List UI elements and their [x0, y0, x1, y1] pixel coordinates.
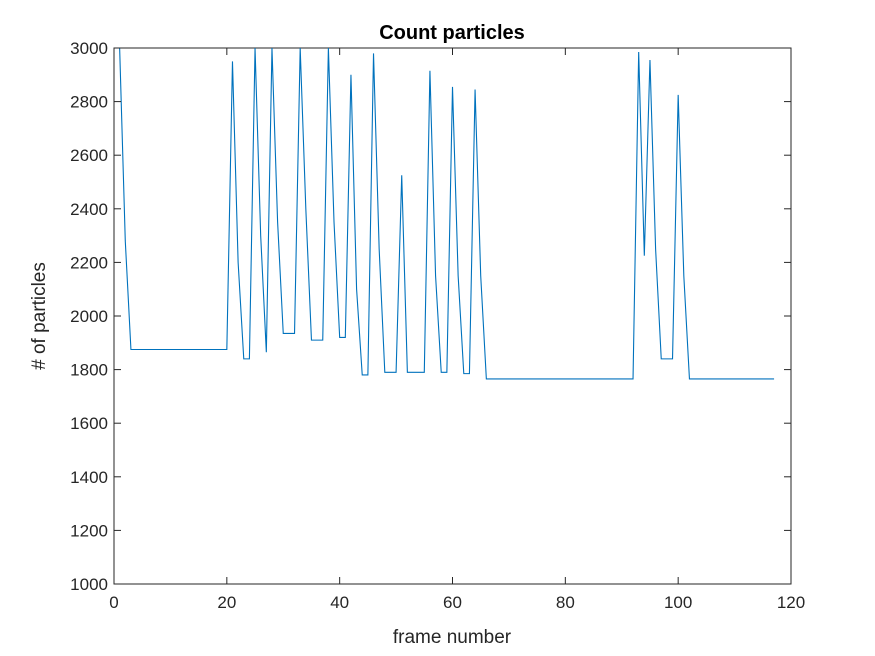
- x-tick-label: 20: [217, 593, 236, 612]
- plot-frame: [113, 47, 792, 585]
- y-tick-label: 2400: [70, 200, 108, 219]
- x-axis-label: frame number: [393, 627, 512, 648]
- x-tick-label: 40: [330, 593, 349, 612]
- y-tick-label: 2600: [70, 146, 108, 165]
- y-tick-label: 1000: [70, 575, 108, 594]
- y-tick-label: 2000: [70, 307, 108, 326]
- y-tick-label: 1800: [70, 361, 108, 380]
- y-tick-label: 1600: [70, 414, 108, 433]
- y-tick-label: 1200: [70, 521, 108, 540]
- y-tick-label: 3000: [70, 39, 108, 58]
- chart-title: Count particles: [379, 22, 525, 44]
- plot-area: [113, 47, 792, 585]
- x-tick-label: 0: [109, 593, 118, 612]
- series-line-0: [119, 47, 775, 380]
- y-tick-label: 2200: [70, 253, 108, 272]
- x-tick-label: 80: [556, 593, 575, 612]
- x-tick-label: 100: [664, 593, 692, 612]
- y-axis: 1000 1200 1400 1600 1800 2000 2200 2400 2600 2800…: [70, 39, 791, 594]
- x-axis: 0 20 40 60 80 100 120: [109, 48, 805, 612]
- x-tick-label: 60: [443, 593, 462, 612]
- x-tick-label: 120: [777, 593, 805, 612]
- y-tick-label: 2800: [70, 93, 108, 112]
- y-axis-label: # of particles: [29, 262, 50, 370]
- y-tick-label: 1400: [70, 468, 108, 487]
